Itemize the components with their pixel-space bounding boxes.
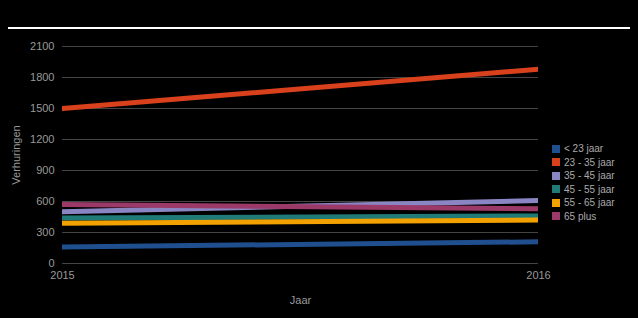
svg-text:2016: 2016 [526, 269, 550, 281]
svg-text:300: 300 [36, 226, 54, 238]
svg-text:0: 0 [48, 257, 54, 269]
svg-text:1500: 1500 [30, 102, 54, 114]
svg-text:2100: 2100 [30, 40, 54, 52]
svg-text:1200: 1200 [30, 133, 54, 145]
html-text:65 plus: 65 plus [564, 210, 597, 222]
html-text:< 23 jaar: < 23 jaar [564, 143, 604, 154]
svg-text:2015: 2015 [50, 269, 74, 281]
html-text:23 - 35 jaar: 23 - 35 jaar [564, 156, 615, 168]
svg-text:Verhuringen: Verhuringen [10, 125, 22, 184]
svg-text:1800: 1800 [30, 71, 54, 83]
svg-text:Jaar: Jaar [290, 294, 312, 306]
html-text:55 - 65 jaar: 55 - 65 jaar [564, 197, 615, 208]
html-text:35 - 45 jaar: 35 - 45 jaar [564, 170, 615, 181]
svg-text:900: 900 [36, 164, 54, 176]
svg-text:600: 600 [36, 195, 54, 207]
html-text:45 - 55 jaar: 45 - 55 jaar [564, 183, 615, 195]
